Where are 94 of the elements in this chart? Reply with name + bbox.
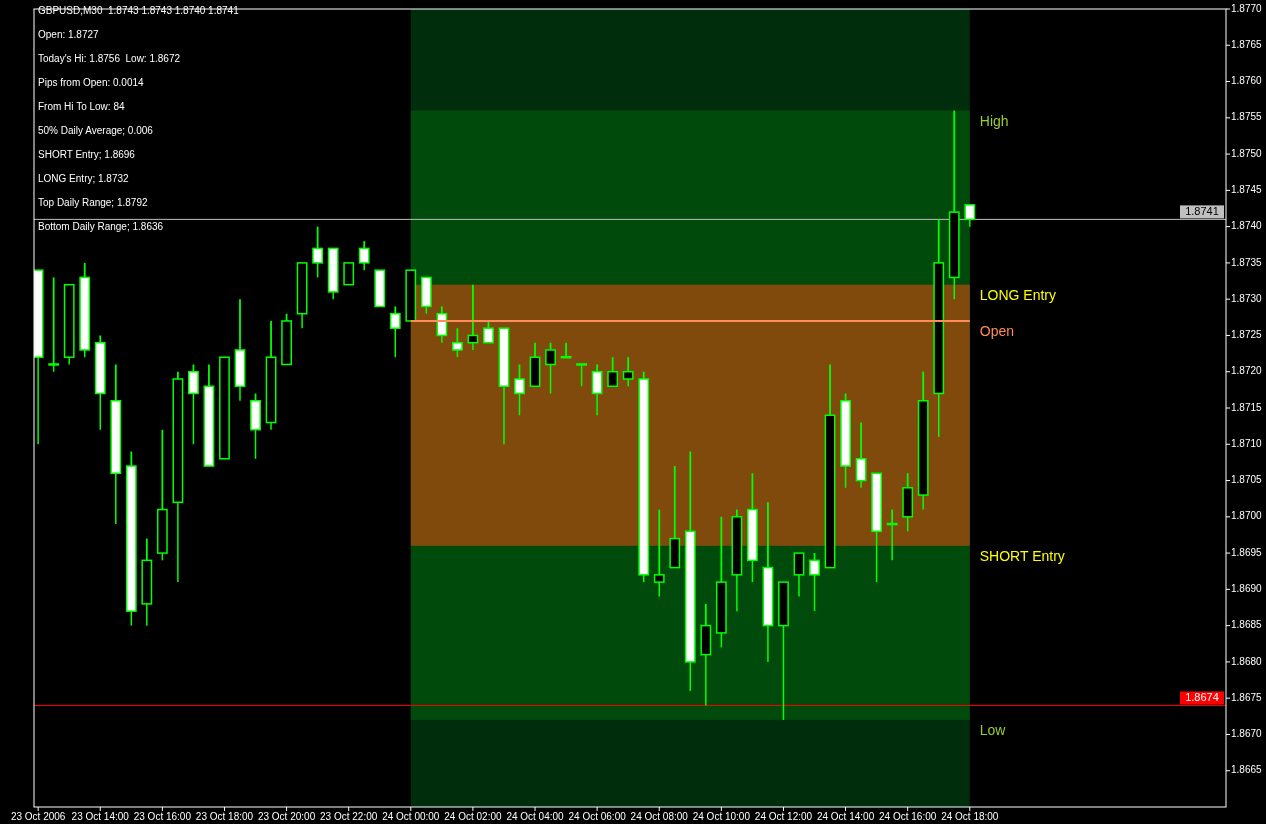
annotation: From Hi To Low: 84 <box>38 101 125 112</box>
x-tick-label: 24 Oct 16:00 <box>879 811 937 822</box>
y-tick-label: 1.8700 <box>1231 510 1263 522</box>
candlestick <box>793 552 805 598</box>
y-tick-label: 1.8705 <box>1231 474 1263 486</box>
y-tick-label: 1.8745 <box>1231 184 1263 195</box>
y-tick-label: 1.8720 <box>1231 365 1263 377</box>
candlestick <box>343 262 355 286</box>
candlestick <box>529 341 541 387</box>
candlestick <box>498 327 510 446</box>
y-tick-label: 1.8670 <box>1231 728 1263 740</box>
candlestick <box>405 269 417 322</box>
y-tick-label: 1.8690 <box>1231 583 1263 594</box>
x-tick-label: 24 Oct 06:00 <box>568 811 627 822</box>
y-tick-label: 1.8730 <box>1231 292 1263 304</box>
y-tick-label: 1.8735 <box>1231 256 1263 268</box>
candlestick <box>234 298 246 402</box>
annotation: LONG Entry; 1.8732 <box>38 173 130 184</box>
y-tick-label: 1.8760 <box>1231 75 1263 87</box>
series-label: Open <box>979 322 1015 339</box>
annotation: Low <box>979 721 1007 738</box>
x-tick-label: 24 Oct 18:00 <box>941 811 999 822</box>
x-tick-label: 24 Oct 10:00 <box>692 811 751 822</box>
x-tick-label: 24 Oct 12:00 <box>754 811 813 822</box>
annotation: High <box>979 112 1009 129</box>
candlestick <box>110 363 122 525</box>
candlestick <box>63 283 75 366</box>
candlestick <box>622 356 634 387</box>
x-tick-label: 24 Oct 00:00 <box>382 811 440 822</box>
annotation: 50% Daily Average; 0.006 <box>38 125 154 136</box>
annotation: SHORT Entry; 1.8696 <box>38 149 136 160</box>
x-tick-label: 24 Oct 04:00 <box>506 811 565 822</box>
candlestick <box>731 508 743 612</box>
x-tick-label: 23 Oct 22:00 <box>320 811 378 822</box>
candlestick <box>747 472 758 583</box>
y-tick-label: 1.8770 <box>1231 2 1263 14</box>
y-tick-label: 1.8710 <box>1231 437 1263 449</box>
y-tick-label: 1.8675 <box>1231 691 1263 703</box>
candlestick <box>855 421 867 489</box>
candlestick <box>296 262 308 329</box>
candlestick <box>374 269 386 308</box>
y-tick-label: 1.8765 <box>1231 38 1263 50</box>
candlestick <box>964 204 976 228</box>
candlestick <box>327 247 339 300</box>
y-tick-label: 1.8665 <box>1231 764 1263 776</box>
x-tick-label: 24 Oct 08:00 <box>630 811 689 822</box>
candlestick <box>94 334 106 431</box>
candlestick <box>653 508 665 598</box>
y-tick-label: 1.8685 <box>1231 619 1263 631</box>
ref-line-label: 1.8674 <box>1185 691 1219 704</box>
ref-line-label: 1.8741 <box>1185 205 1219 218</box>
candlestick <box>871 472 883 583</box>
annotation: Pips from Open: 0.0014 <box>38 77 145 88</box>
candlestick <box>389 305 401 358</box>
candlestick <box>948 109 960 300</box>
candlestick <box>762 501 774 663</box>
x-tick-label: 23 Oct 18:00 <box>195 811 254 822</box>
x-tick-label: 23 Oct 20:00 <box>257 811 316 822</box>
y-tick-label: 1.8680 <box>1231 655 1263 667</box>
annotation: Bottom Daily Range; 1.8636 <box>38 221 164 232</box>
annotation: Today's Hi: 1.8756 Low: 1.8672 <box>38 53 181 64</box>
candlestick <box>607 356 619 387</box>
candlestick <box>203 363 215 467</box>
candlestick <box>824 363 836 569</box>
candlestick <box>933 218 945 438</box>
y-tick-label: 1.8695 <box>1231 546 1263 558</box>
x-tick-label: 23 Oct 14:00 <box>71 811 130 822</box>
y-tick-label: 1.8750 <box>1231 147 1263 159</box>
x-tick-label: 24 Oct 14:00 <box>816 811 875 822</box>
chart-title: GBPUSD,M30 1.8743 1.8743 1.8740 1.8741 <box>38 5 240 16</box>
candlestick <box>778 581 789 721</box>
y-tick-label: 1.8715 <box>1231 401 1263 413</box>
candlestick <box>141 537 153 627</box>
candlestick <box>219 356 230 460</box>
y-tick-label: 1.8755 <box>1231 111 1263 123</box>
candlestick <box>576 363 588 387</box>
annotation: Open: 1.8727 <box>38 29 100 40</box>
x-tick-label: 23 Oct 2006 <box>10 811 66 822</box>
candlestick <box>684 450 696 692</box>
candlestick <box>591 363 603 416</box>
y-tick-label: 1.8725 <box>1231 329 1263 341</box>
candlestick <box>700 602 712 707</box>
annotation: SHORT Entry <box>979 547 1065 564</box>
candlestick <box>436 305 448 344</box>
candlestick <box>917 370 929 511</box>
candlestick <box>669 465 681 569</box>
candlestick <box>358 240 370 271</box>
annotation: Top Daily Range; 1.8792 <box>38 197 148 208</box>
y-tick-label: 1.8740 <box>1231 220 1263 232</box>
candlestick <box>172 370 184 583</box>
candlestick <box>265 320 277 431</box>
x-tick-label: 23 Oct 16:00 <box>133 811 192 822</box>
annotation: LONG Entry <box>979 286 1057 303</box>
x-tick-label: 24 Oct 02:00 <box>444 811 502 822</box>
